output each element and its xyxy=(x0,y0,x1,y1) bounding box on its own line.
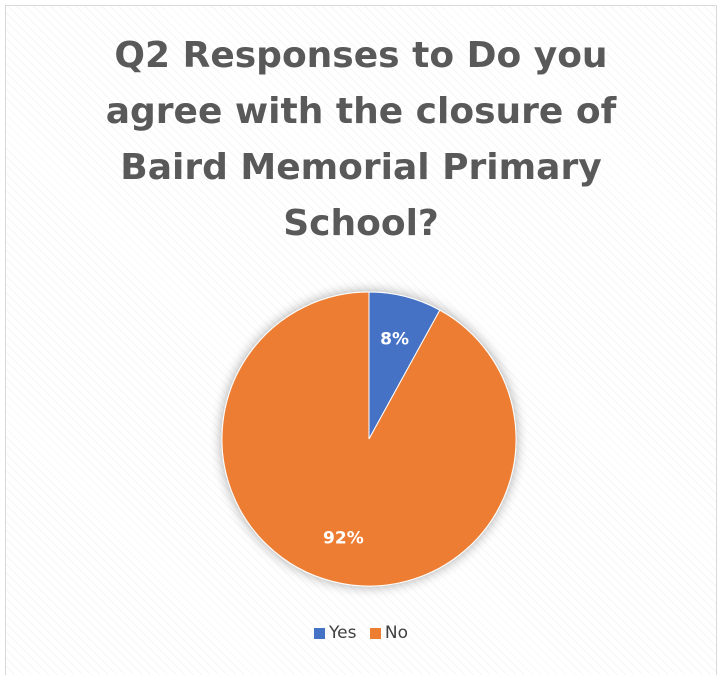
pie-slices xyxy=(221,291,517,587)
legend-item-no: No xyxy=(369,623,408,643)
data-label-yes: 8% xyxy=(380,329,409,349)
chart-title-line: Baird Memorial Primary xyxy=(120,147,602,188)
pie-slice-no xyxy=(221,291,517,587)
legend-item-yes: Yes xyxy=(314,623,356,643)
legend-label-no: No xyxy=(384,623,408,643)
legend: Yes No xyxy=(0,623,722,644)
chart-title-line: School? xyxy=(283,203,439,244)
legend-label-yes: Yes xyxy=(329,623,357,643)
chart-title-line: agree with the closure of xyxy=(105,91,617,132)
data-label-no: 92% xyxy=(323,529,364,549)
chart-title-line: Q2 Responses to Do you xyxy=(114,35,608,76)
chart-title: Q2 Responses to Do you agree with the cl… xyxy=(0,28,722,252)
legend-swatch-no xyxy=(369,627,381,639)
pie-data-labels: 8% 92% xyxy=(323,329,409,548)
legend-swatch-yes xyxy=(314,627,325,639)
